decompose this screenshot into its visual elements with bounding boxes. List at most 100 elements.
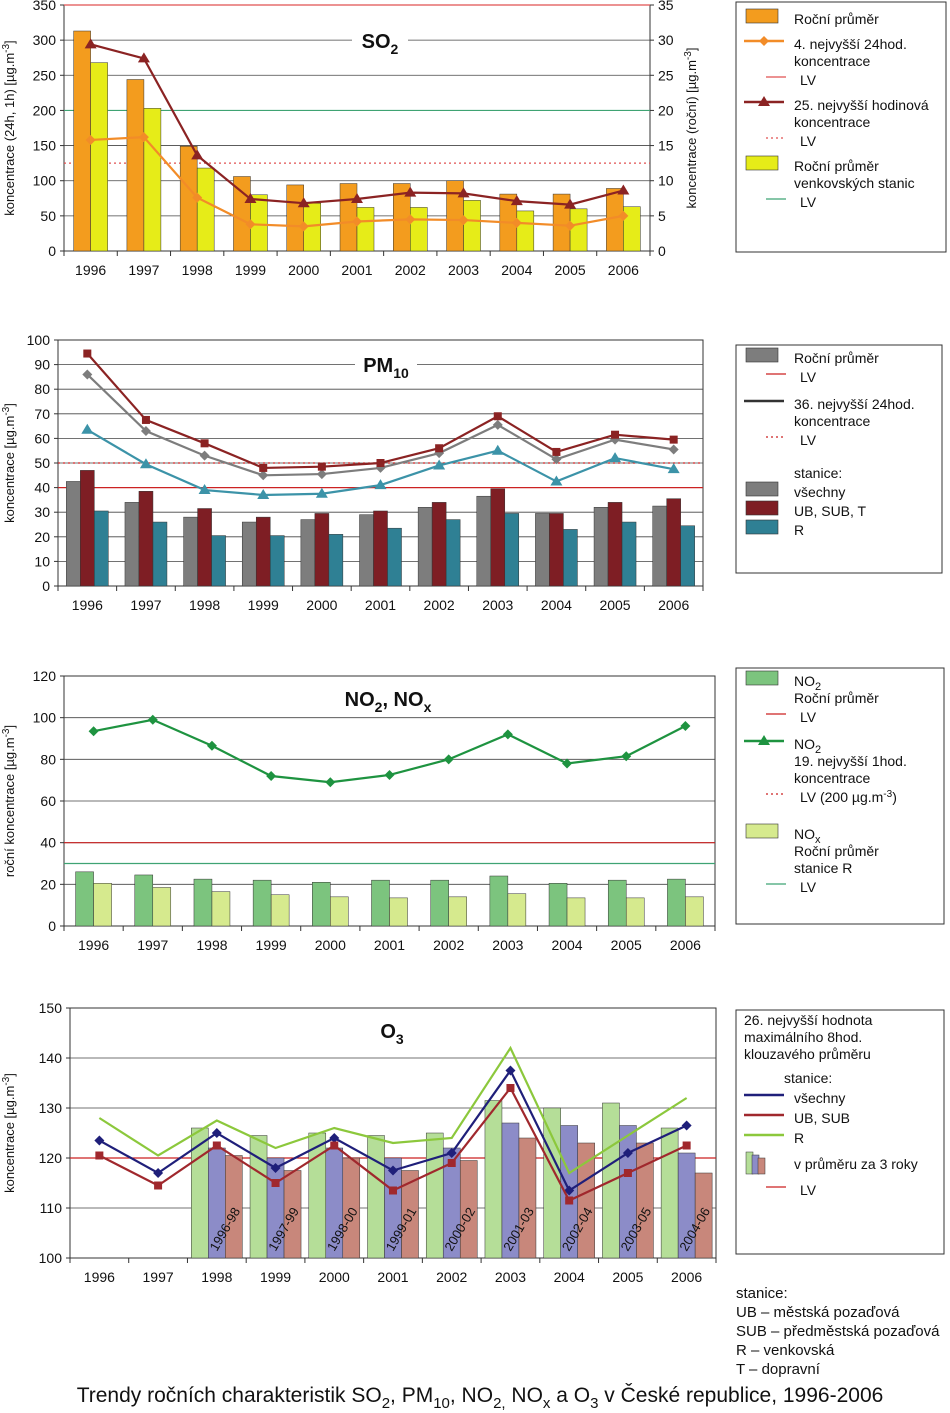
legend-label: v průměru za 3 roky bbox=[794, 1156, 918, 1172]
data-point bbox=[443, 754, 454, 765]
bar bbox=[490, 488, 506, 587]
bar bbox=[373, 510, 388, 587]
data-point bbox=[550, 475, 563, 486]
chart-title: PM10 bbox=[363, 355, 409, 381]
bar bbox=[516, 210, 535, 252]
bar bbox=[431, 502, 447, 587]
data-point bbox=[510, 195, 523, 206]
data-point bbox=[137, 52, 150, 63]
x-tick-label: 1998 bbox=[189, 597, 220, 613]
chart-title: NO2, NOx bbox=[345, 689, 432, 715]
data-point bbox=[84, 38, 97, 49]
bar bbox=[507, 893, 527, 927]
bar bbox=[401, 1170, 419, 1259]
legend-swatch bbox=[745, 155, 779, 171]
y2-tick-label: 0 bbox=[658, 243, 666, 259]
data-point bbox=[565, 220, 576, 231]
legend-label: koncentrace bbox=[794, 770, 870, 786]
data-point bbox=[505, 1065, 516, 1076]
legend-label: 4. nejvyšší 24hod. bbox=[794, 36, 907, 52]
y2-tick-label: 30 bbox=[658, 32, 674, 48]
x-tick-label: 2005 bbox=[599, 597, 630, 613]
data-point bbox=[325, 777, 336, 788]
x-tick-label: 2006 bbox=[608, 262, 639, 278]
data-point bbox=[667, 463, 680, 474]
data-point bbox=[212, 1141, 221, 1150]
y-tick-label: 120 bbox=[39, 1150, 63, 1166]
y-tick-label: 130 bbox=[39, 1100, 63, 1116]
bar bbox=[652, 505, 667, 587]
x-tick-label: 2005 bbox=[555, 262, 586, 278]
y-tick-label: 30 bbox=[34, 504, 50, 520]
y2-tick-label: 25 bbox=[658, 67, 674, 83]
x-tick-label: 1996 bbox=[72, 597, 103, 613]
data-point bbox=[95, 1151, 104, 1160]
data-point bbox=[297, 197, 310, 208]
data-point bbox=[199, 450, 210, 461]
x-tick-label: 2001 bbox=[374, 937, 405, 953]
bar bbox=[660, 1127, 679, 1259]
bar bbox=[330, 896, 349, 927]
title-backing bbox=[332, 687, 444, 714]
y-tick-label: 0 bbox=[48, 918, 56, 934]
y-tick-label: 50 bbox=[40, 208, 56, 224]
data-point bbox=[85, 134, 96, 145]
legend-swatch bbox=[745, 823, 779, 839]
data-point bbox=[618, 210, 629, 221]
y-tick-label: 20 bbox=[40, 876, 56, 892]
y-tick-label: 20 bbox=[34, 529, 50, 545]
data-point bbox=[192, 192, 203, 203]
bar bbox=[563, 529, 578, 587]
x-tick-label: 2003 bbox=[448, 262, 479, 278]
legend-label: LV bbox=[800, 133, 817, 149]
bar bbox=[549, 513, 564, 587]
bar bbox=[569, 208, 588, 252]
y2-tick-label: 5 bbox=[658, 208, 666, 224]
x-tick-label: 2003 bbox=[482, 597, 513, 613]
data-point bbox=[329, 1133, 340, 1143]
bar bbox=[410, 207, 428, 252]
y2-axis-label: koncentrace (roční) [µg.m-3] bbox=[683, 48, 699, 209]
footnote-line: stanice: bbox=[736, 1285, 788, 1302]
bar bbox=[463, 200, 481, 252]
bar bbox=[694, 1172, 713, 1259]
legend-swatch bbox=[745, 670, 779, 686]
bar bbox=[328, 534, 344, 587]
y-tick-label: 150 bbox=[33, 138, 57, 154]
data-point bbox=[562, 758, 573, 769]
y-tick-label: 100 bbox=[39, 1250, 63, 1266]
x-tick-label: 2000 bbox=[319, 1269, 350, 1285]
data-point bbox=[138, 132, 149, 143]
data-point bbox=[447, 1159, 456, 1167]
data-point bbox=[506, 1084, 515, 1092]
x-tick-label: 1997 bbox=[137, 937, 168, 953]
y-axis-label: roční koncentrace [µg.m-3] bbox=[1, 725, 17, 877]
y-tick-label: 60 bbox=[34, 430, 50, 446]
data-point bbox=[388, 1165, 398, 1176]
legend-label: LV bbox=[800, 879, 817, 895]
data-point bbox=[266, 771, 277, 781]
x-tick-label: 1999 bbox=[235, 262, 266, 278]
footnote-line: UB – městská pozaďová bbox=[736, 1304, 900, 1321]
legend-marker bbox=[759, 36, 769, 46]
bar bbox=[606, 188, 624, 252]
data-point bbox=[680, 721, 691, 731]
y-tick-label: 70 bbox=[34, 406, 50, 422]
y2-tick-label: 15 bbox=[658, 138, 674, 154]
bar bbox=[211, 535, 226, 587]
bar bbox=[518, 1137, 537, 1259]
bar bbox=[314, 513, 330, 587]
y-tick-label: 40 bbox=[34, 480, 50, 496]
bar bbox=[417, 507, 433, 587]
data-point bbox=[330, 1141, 339, 1150]
legend-marker bbox=[758, 96, 770, 106]
data-point bbox=[669, 435, 678, 444]
bar bbox=[359, 514, 374, 587]
bar bbox=[197, 508, 212, 587]
bar bbox=[448, 896, 467, 927]
y-tick-label: 0 bbox=[42, 578, 50, 594]
bar bbox=[548, 883, 568, 927]
data-point bbox=[682, 1141, 691, 1150]
bar bbox=[459, 1160, 478, 1259]
